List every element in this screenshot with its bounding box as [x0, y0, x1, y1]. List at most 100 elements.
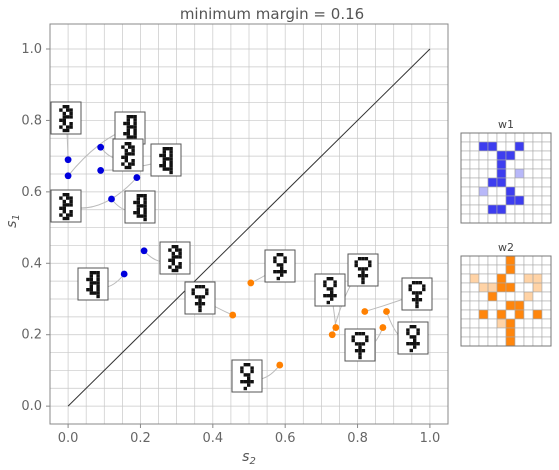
data-point-blue	[140, 247, 148, 255]
weight-cell	[523, 177, 534, 188]
weight-cell	[514, 300, 525, 311]
weight-cell	[505, 213, 516, 224]
female-symbol-bitmap-icon	[401, 277, 433, 311]
data-point-blue	[120, 270, 128, 278]
weight-cell	[496, 186, 507, 197]
weight-cell	[487, 255, 498, 266]
weight-cell	[469, 141, 480, 152]
weight-cell	[523, 195, 534, 206]
data-point-orange	[383, 308, 390, 315]
weight-cell	[478, 204, 489, 215]
weight-cell	[469, 168, 480, 179]
weight-cell	[532, 300, 543, 311]
weight-cell	[496, 195, 507, 206]
weight-cell	[487, 213, 498, 224]
weight-cell	[541, 177, 552, 188]
weight-cell	[505, 300, 516, 311]
weight-cell	[514, 273, 525, 284]
chart-title: minimum margin = 0.16	[180, 5, 364, 23]
weight-cell	[532, 327, 543, 338]
weight-cell	[532, 255, 543, 266]
weight-cell	[523, 300, 534, 311]
digit-bitmap-icon	[159, 241, 191, 275]
weight-cell	[469, 273, 480, 284]
female-symbol-bitmap-icon	[314, 273, 346, 307]
weight-cell	[514, 264, 525, 275]
weight-cell	[523, 159, 534, 170]
weight-cell	[541, 264, 552, 275]
weight-cell	[541, 186, 552, 197]
weight-cell	[541, 291, 552, 302]
weight-cell	[460, 186, 471, 197]
weight-cell	[487, 336, 498, 347]
data-point-blue	[97, 167, 105, 174]
weight-cell	[532, 204, 543, 215]
weight-cell	[532, 336, 543, 347]
weight-cell	[541, 213, 552, 224]
weight-cell	[514, 186, 525, 197]
female-symbol-bitmap-icon	[184, 281, 216, 315]
y-axis-label: s1	[4, 214, 22, 228]
weight-cell	[523, 336, 534, 347]
weight-cell	[487, 141, 498, 152]
weight-cell	[505, 264, 516, 275]
weight-cell	[487, 132, 498, 143]
weight-cell	[514, 141, 525, 152]
weight-cell	[478, 264, 489, 275]
weight-cell	[460, 273, 471, 284]
data-point-blue	[97, 143, 105, 151]
weight-cell	[496, 141, 507, 152]
data-point-orange	[229, 311, 237, 319]
weight-cell	[532, 195, 543, 206]
weight-cell	[496, 204, 507, 215]
weight-heatmap-w1: w1	[460, 118, 552, 224]
weight-cell	[469, 204, 480, 215]
weight-cell	[532, 141, 543, 152]
weight-cell	[487, 186, 498, 197]
weight-cell	[460, 282, 471, 293]
weight-cell	[478, 150, 489, 161]
weight-cell	[478, 141, 489, 152]
weight-cell	[505, 132, 516, 143]
weight-cell	[487, 150, 498, 161]
weight-cell	[541, 282, 552, 293]
weight-cell	[514, 168, 525, 179]
weight-heatmaps: w1 w2	[460, 118, 552, 347]
weight-cell	[496, 255, 507, 266]
weight-cell	[469, 177, 480, 188]
digit-bitmap-icon	[50, 101, 82, 135]
x-tick-label: 0.2	[130, 431, 151, 446]
weight-cell	[469, 255, 480, 266]
weight-cell	[487, 300, 498, 311]
weight-cell	[487, 309, 498, 320]
weight-cell	[469, 195, 480, 206]
data-point-blue	[133, 174, 141, 181]
y-tick-label: 1.0	[21, 42, 42, 57]
weight-cell	[496, 327, 507, 338]
weight-cell	[496, 150, 507, 161]
weight-cell	[532, 213, 543, 224]
weight-cell	[496, 291, 507, 302]
plot-frame	[49, 23, 449, 425]
data-point-blue	[64, 156, 72, 164]
weight-cell	[523, 141, 534, 152]
weight-cell	[505, 168, 516, 179]
weight-cell	[532, 186, 543, 197]
y-tick-label: 0.4	[21, 256, 42, 271]
data-point-orange	[361, 308, 369, 315]
weight-cell	[460, 141, 471, 152]
weight-cell	[523, 132, 534, 143]
weight-cell	[460, 309, 471, 320]
data-point-orange	[328, 331, 336, 339]
weight-cell	[541, 132, 552, 143]
weight-cell	[496, 159, 507, 170]
weight-cell	[541, 195, 552, 206]
weight-cell	[532, 318, 543, 329]
weight-cell	[487, 318, 498, 329]
weight-cell	[487, 291, 498, 302]
weight-cell	[505, 204, 516, 215]
weight-cell	[460, 264, 471, 275]
y-tick-label: 0.8	[21, 113, 42, 128]
weight-cell	[469, 282, 480, 293]
weight-cell	[541, 255, 552, 266]
